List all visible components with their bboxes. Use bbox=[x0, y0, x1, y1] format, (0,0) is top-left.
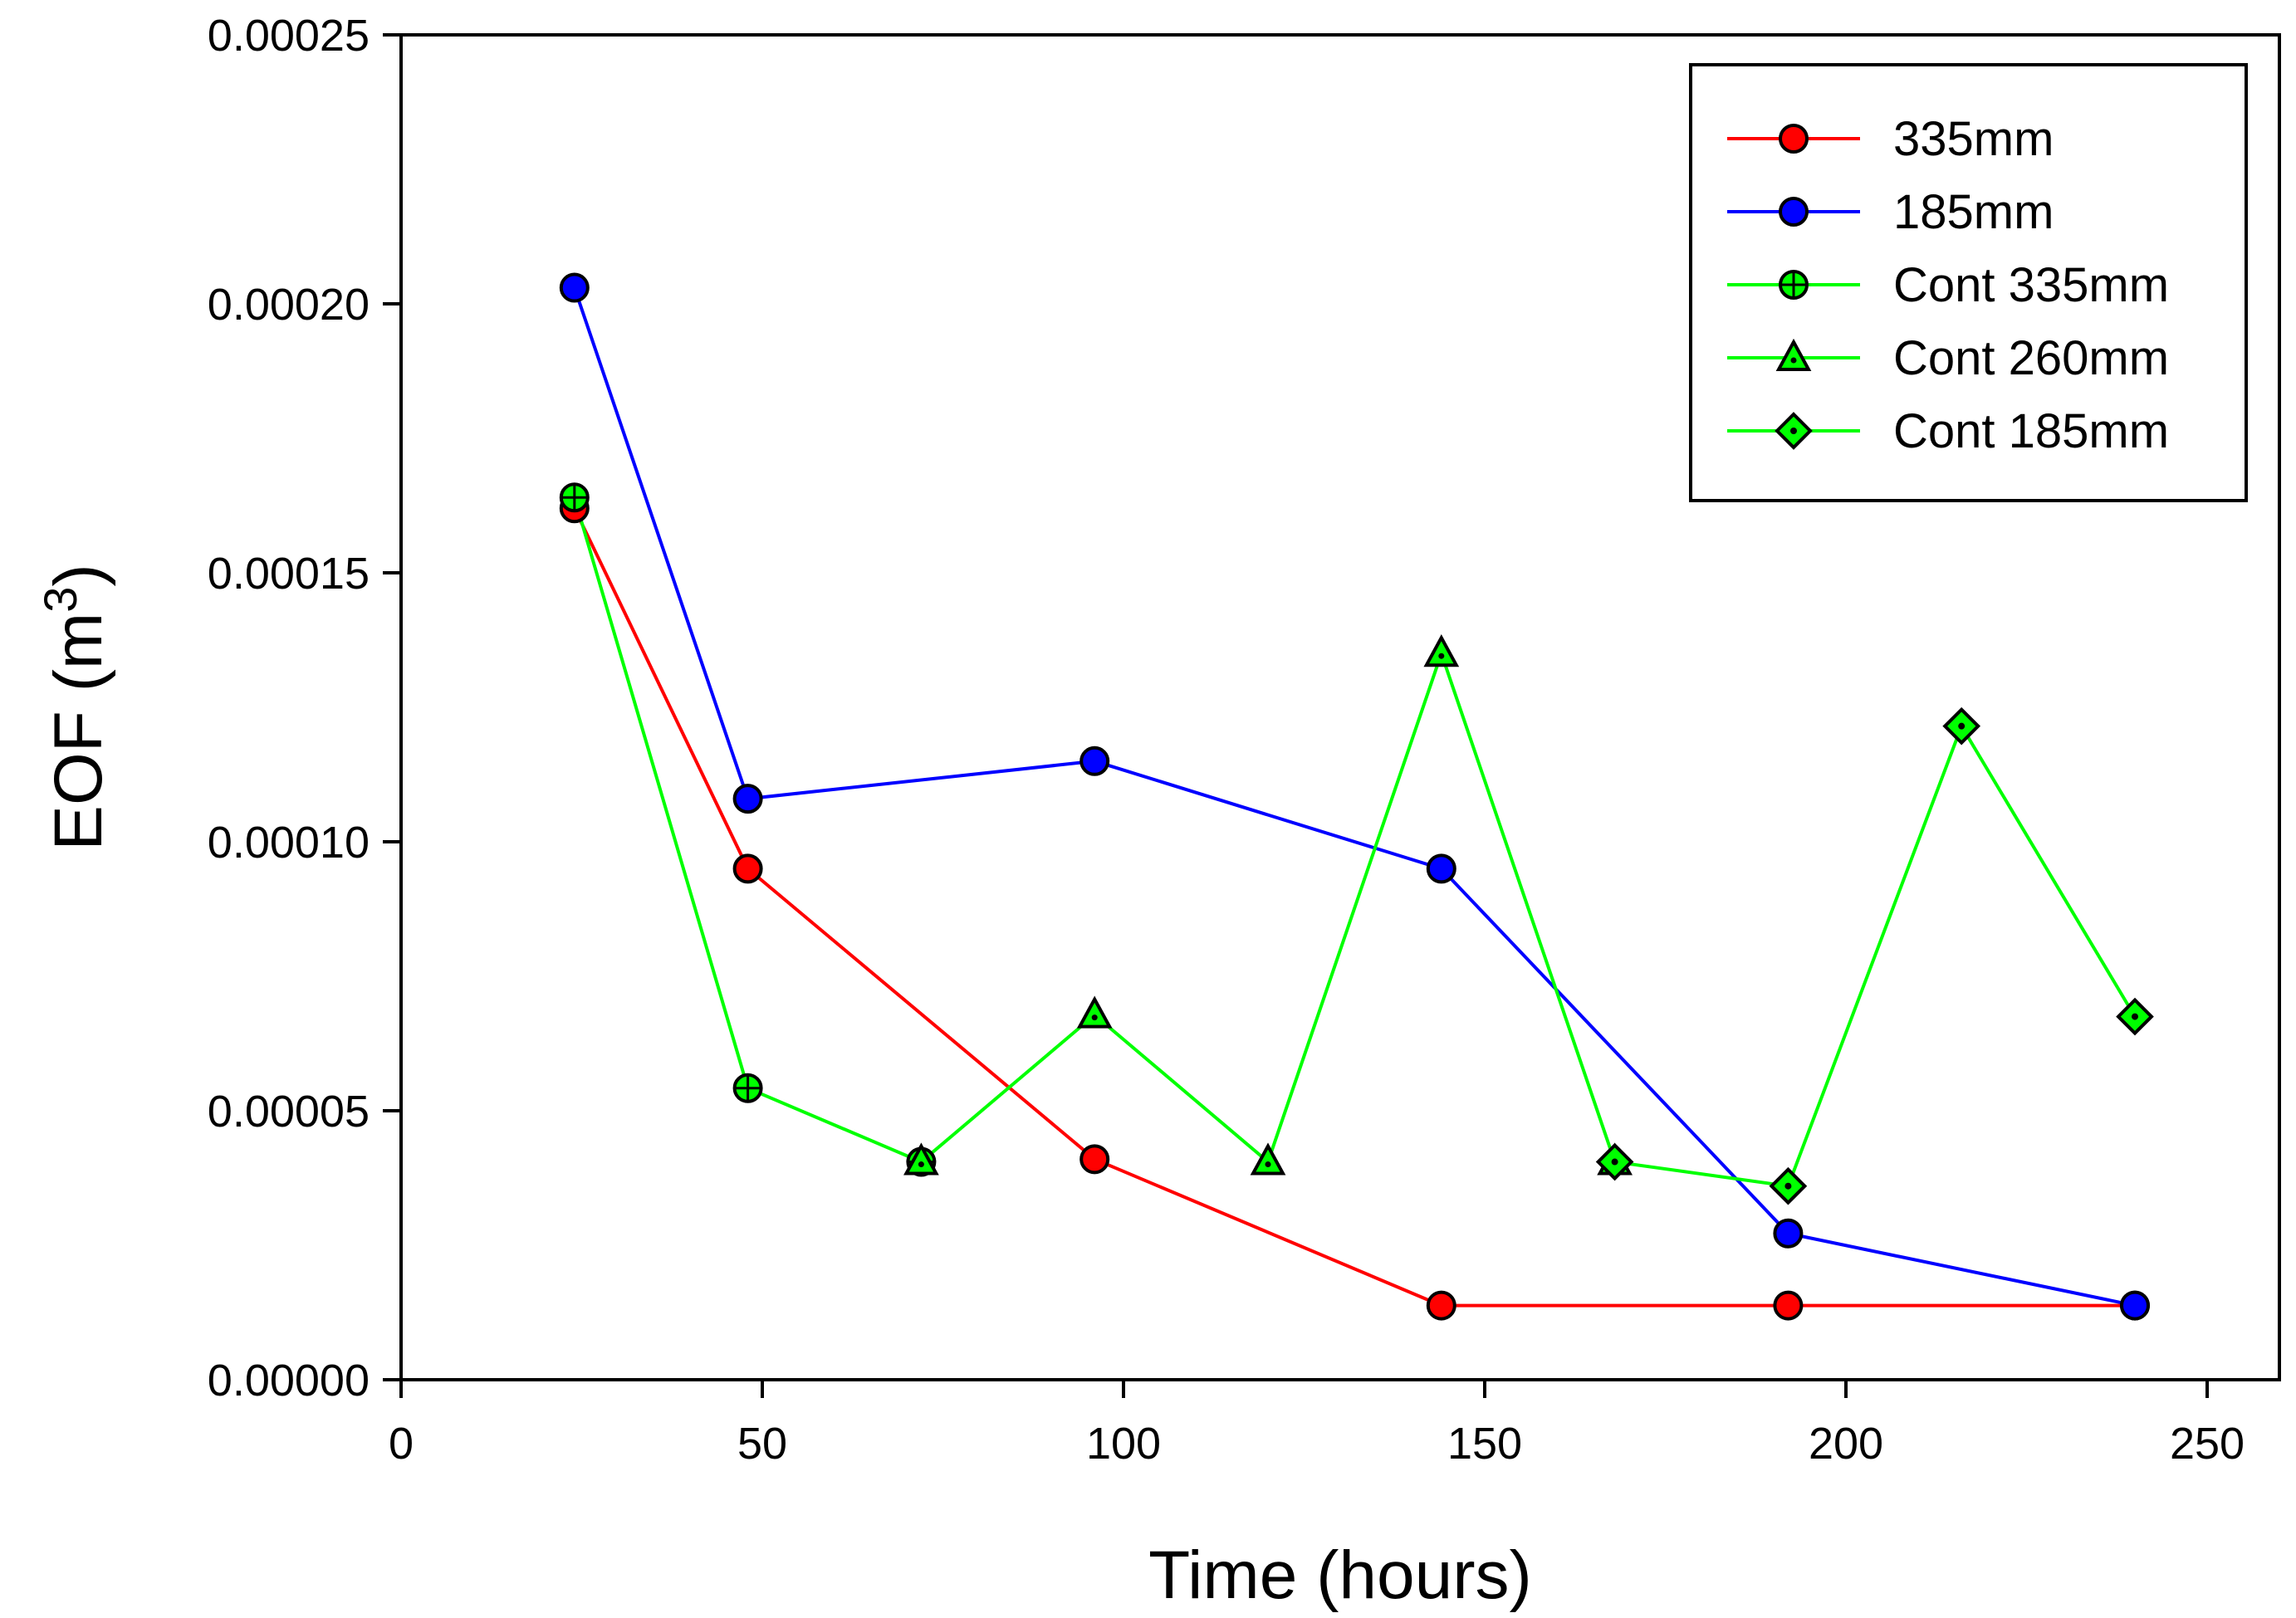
legend-label: Cont 260mm bbox=[1893, 331, 2169, 385]
legend-item: Cont 185mm bbox=[1727, 404, 2169, 458]
series-line-3 bbox=[920, 648, 1617, 1165]
series-layer bbox=[559, 272, 2154, 1321]
data-point bbox=[1079, 745, 1110, 776]
legend-item: Cont 260mm bbox=[1727, 331, 2169, 385]
legend-item: Cont 335mm bbox=[1727, 258, 2169, 312]
x-tick-label: 100 bbox=[1086, 1419, 1161, 1469]
data-point bbox=[2120, 1290, 2150, 1321]
legend-marker bbox=[1779, 270, 1809, 300]
data-point bbox=[1250, 1142, 1286, 1176]
data-point bbox=[559, 272, 590, 303]
legend-marker bbox=[1779, 197, 1809, 227]
data-point bbox=[1769, 1166, 1808, 1205]
y-axis-title-superscript: 3 bbox=[34, 587, 86, 613]
legend-label: 335mm bbox=[1893, 112, 2054, 166]
legend-item: 185mm bbox=[1727, 185, 2054, 239]
y-tick-label: 0.00010 bbox=[208, 818, 370, 868]
data-point bbox=[1426, 853, 1456, 884]
legend-label: 185mm bbox=[1893, 185, 2054, 239]
y-axis-title-main: EOF (m bbox=[41, 613, 116, 851]
x-axis: 0 50 100 150 200 250 bbox=[389, 1380, 2245, 1469]
data-point bbox=[732, 1073, 763, 1103]
plot-frame bbox=[399, 33, 2281, 1381]
y-axis: 0.00000 0.00005 0.00010 0.00015 0.00020 0.000… bbox=[208, 11, 401, 1405]
x-tick-label: 50 bbox=[737, 1419, 787, 1469]
x-tick-label: 150 bbox=[1447, 1419, 1522, 1469]
y-tick-label: 0.00025 bbox=[208, 11, 370, 61]
data-point bbox=[1076, 995, 1113, 1029]
y-tick-label: 0.00005 bbox=[208, 1087, 370, 1137]
y-tick-label: 0.00000 bbox=[208, 1356, 370, 1405]
series-line-4 bbox=[1614, 722, 2137, 1188]
data-point bbox=[2116, 997, 2154, 1036]
x-tick-label: 0 bbox=[389, 1419, 414, 1469]
legend-marker bbox=[1775, 338, 1812, 371]
data-point bbox=[903, 1142, 939, 1176]
legend-item: 335mm bbox=[1727, 112, 2054, 166]
series-line-1 bbox=[572, 286, 2136, 1308]
data-point bbox=[1773, 1290, 1804, 1321]
data-point bbox=[732, 784, 763, 814]
y-axis-title-close: ) bbox=[41, 564, 116, 586]
legend-label: Cont 185mm bbox=[1893, 404, 2169, 458]
data-point bbox=[1423, 634, 1460, 667]
y-tick-label: 0.00015 bbox=[208, 549, 370, 599]
y-tick-label: 0.00020 bbox=[208, 280, 370, 330]
legend-marker bbox=[1775, 412, 1813, 450]
series-markers bbox=[559, 272, 2154, 1321]
y-axis-title: EOF (m3) bbox=[34, 564, 116, 850]
data-point bbox=[1942, 706, 1981, 745]
series-line-0 bbox=[572, 507, 2135, 1308]
legend-marker bbox=[1779, 124, 1809, 154]
data-point bbox=[1426, 1290, 1456, 1321]
x-tick-label: 200 bbox=[1809, 1419, 1883, 1469]
legend-label: Cont 335mm bbox=[1893, 258, 2169, 312]
legend: 335mm 185mm Cont 335mm Cont 260mm Cont 185mm bbox=[1689, 63, 2248, 502]
data-point bbox=[1595, 1142, 1634, 1181]
series-lines bbox=[572, 286, 2137, 1308]
series-line-2 bbox=[572, 496, 923, 1164]
data-point bbox=[1773, 1218, 1804, 1249]
data-point bbox=[1079, 1144, 1110, 1175]
x-tick-label: 250 bbox=[2170, 1419, 2245, 1469]
x-axis-title: Time (hours) bbox=[1148, 1537, 1532, 1613]
data-point bbox=[559, 482, 590, 513]
data-point bbox=[732, 853, 763, 884]
